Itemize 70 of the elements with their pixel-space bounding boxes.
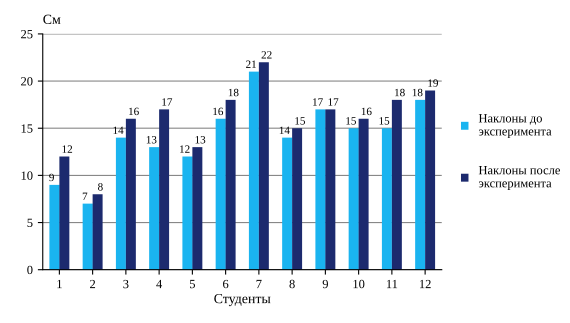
bar bbox=[415, 100, 426, 270]
bar bbox=[126, 118, 136, 270]
x-tick-label: 11 bbox=[386, 280, 398, 288]
legend-label: Наклоны до эксперимента bbox=[478, 114, 552, 138]
y-tick-label: 25 bbox=[21, 30, 33, 38]
bar bbox=[216, 118, 226, 270]
bar bbox=[325, 109, 336, 270]
data-label: 13 bbox=[196, 136, 206, 144]
bar bbox=[149, 147, 160, 270]
data-label: 15 bbox=[380, 117, 390, 125]
x-tick-label: 12 bbox=[420, 280, 431, 288]
data-label: 12 bbox=[180, 145, 190, 153]
bar bbox=[382, 128, 392, 270]
x-tick-label: 5 bbox=[190, 280, 196, 288]
x-axis-title: Студенты bbox=[214, 294, 270, 306]
x-tick-label: 7 bbox=[256, 280, 262, 288]
y-tick-label: 0 bbox=[27, 266, 33, 274]
data-label: 9 bbox=[49, 174, 54, 182]
data-label: 16 bbox=[362, 108, 372, 116]
bar bbox=[182, 156, 192, 270]
bar bbox=[159, 109, 170, 270]
y-tick-label: 5 bbox=[28, 218, 33, 228]
data-label: 22 bbox=[262, 51, 272, 58]
data-label: 18 bbox=[228, 88, 239, 96]
data-label: 17 bbox=[162, 98, 172, 106]
data-label: 8 bbox=[98, 183, 103, 191]
y-tick-label: 15 bbox=[22, 124, 33, 133]
x-tick-label: 8 bbox=[289, 280, 295, 288]
x-tick-label: 2 bbox=[90, 280, 96, 288]
bar bbox=[282, 138, 292, 270]
bar bbox=[315, 109, 326, 270]
data-label: 14 bbox=[280, 126, 290, 134]
bar bbox=[292, 128, 302, 270]
data-label: 19 bbox=[428, 79, 438, 87]
data-label: 16 bbox=[213, 108, 224, 116]
data-label: 7 bbox=[82, 192, 88, 200]
data-label: 15 bbox=[295, 117, 306, 125]
data-label: 15 bbox=[346, 117, 356, 125]
x-tick-label: 4 bbox=[156, 280, 162, 288]
x-tick-label: 6 bbox=[223, 280, 228, 288]
data-label: 13 bbox=[146, 136, 156, 144]
y-tick-label: 20 bbox=[21, 77, 33, 86]
bar bbox=[258, 62, 269, 270]
bar bbox=[116, 138, 126, 270]
bar bbox=[358, 118, 369, 270]
bar bbox=[92, 194, 103, 270]
bar bbox=[226, 100, 236, 270]
x-tick-label: 1 bbox=[57, 280, 62, 288]
legend-label: Наклоны после эксперимента bbox=[478, 166, 560, 190]
x-tick-label: 10 bbox=[353, 280, 364, 288]
data-label: 14 bbox=[114, 126, 124, 134]
x-tick-label: 9 bbox=[322, 280, 328, 288]
y-axis-title: См bbox=[43, 14, 60, 24]
data-label: 17 bbox=[328, 98, 338, 106]
bar bbox=[192, 147, 202, 270]
data-label: 17 bbox=[313, 98, 323, 106]
bar bbox=[425, 90, 436, 270]
bar bbox=[248, 72, 259, 270]
data-label: 12 bbox=[62, 145, 72, 153]
x-tick-label: 3 bbox=[123, 280, 129, 288]
bar bbox=[348, 128, 359, 270]
data-label: 16 bbox=[129, 108, 139, 116]
data-label: 18 bbox=[412, 88, 422, 96]
data-label: 18 bbox=[395, 88, 405, 96]
bar bbox=[82, 204, 93, 270]
bar bbox=[49, 184, 60, 270]
bar bbox=[392, 100, 402, 270]
data-label: 21 bbox=[246, 60, 256, 68]
y-tick-label: 10 bbox=[22, 171, 33, 180]
bar bbox=[59, 156, 70, 270]
